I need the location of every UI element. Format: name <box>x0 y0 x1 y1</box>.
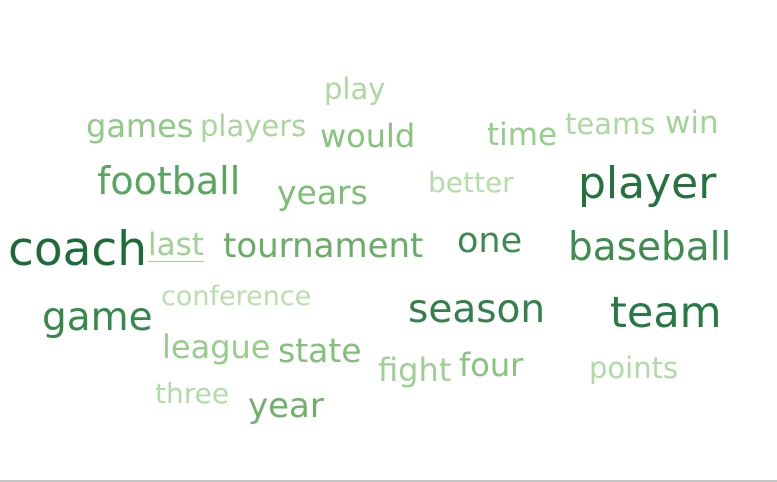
word-tournament: tournament <box>223 226 424 266</box>
word-years: years <box>277 173 368 212</box>
word-player: player <box>578 158 717 209</box>
word-win: win <box>665 105 719 141</box>
word-league: league <box>162 328 271 366</box>
word-teams: teams <box>565 107 656 141</box>
word-time: time <box>487 117 558 153</box>
bottom-divider <box>0 480 777 482</box>
word-four: four <box>459 346 524 384</box>
word-team: team <box>610 288 722 338</box>
word-baseball: baseball <box>568 225 732 270</box>
word-fight: fight <box>378 351 452 389</box>
word-state: state <box>278 331 362 370</box>
word-season: season <box>408 287 546 332</box>
word-three: three <box>155 377 230 410</box>
word-better: better <box>428 166 514 199</box>
word-points: points <box>589 351 679 385</box>
word-football: football <box>97 159 241 203</box>
word-one: one <box>457 221 523 261</box>
word-players: players <box>200 109 307 143</box>
word-conference: conference <box>161 281 312 312</box>
word-play: play <box>324 72 386 106</box>
word-games: games <box>86 107 194 145</box>
word-game: game <box>42 295 153 340</box>
word-coach: coach <box>8 222 148 277</box>
word-would: would <box>320 117 416 155</box>
word-year: year <box>248 386 324 426</box>
word-last: last <box>148 227 204 263</box>
